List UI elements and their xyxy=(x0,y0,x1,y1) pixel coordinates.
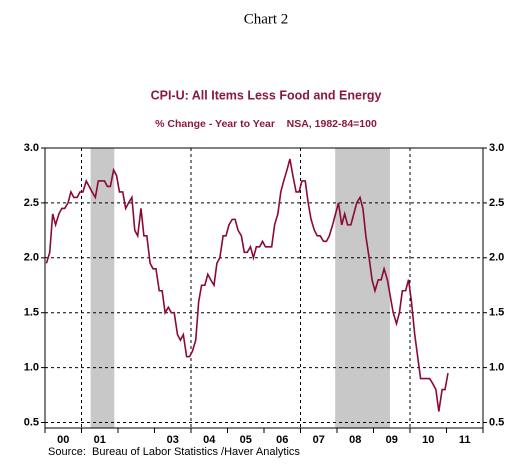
y2-tick-label: 1.5 xyxy=(489,307,504,319)
x-tick-label: 09 xyxy=(386,434,398,446)
y-tick-label: 1.0 xyxy=(24,362,39,374)
data-line xyxy=(45,158,449,412)
x-tick-label: 06 xyxy=(276,434,288,446)
y2-tick-label: 3.0 xyxy=(489,142,504,154)
recession-band xyxy=(335,148,390,428)
x-tick-label: 05 xyxy=(240,434,252,446)
x-tick-label: 08 xyxy=(349,434,361,446)
recession-band xyxy=(90,148,115,428)
y2-tick-label: 0.5 xyxy=(489,416,504,428)
x-tick-label: 03 xyxy=(167,434,179,446)
y-tick-label: 3.0 xyxy=(24,142,39,154)
plot-frame xyxy=(44,147,484,429)
x-tick-label: 10 xyxy=(422,434,434,446)
x-tick-label: 04 xyxy=(203,434,216,446)
y2-tick-label: 2.5 xyxy=(489,197,504,209)
y-tick-label: 2.0 xyxy=(24,252,39,264)
chart-header: Chart 2 xyxy=(244,11,289,27)
y2-tick-label: 1.0 xyxy=(489,362,504,374)
y-tick-label: 1.5 xyxy=(24,307,39,319)
x-tick-label: 01 xyxy=(94,434,106,446)
x-tick-label: 00 xyxy=(57,434,69,446)
y-tick-label: 0.5 xyxy=(24,416,39,428)
x-tick-label: 07 xyxy=(313,434,325,446)
chart-subtitle: % Change - Year to Year NSA, 1982-84=100 xyxy=(155,118,377,130)
chart-title: CPI-U: All Items Less Food and Energy xyxy=(151,88,382,102)
source-note: Source: Bureau of Labor Statistics /Have… xyxy=(48,446,300,458)
y-tick-label: 2.5 xyxy=(24,197,39,209)
x-tick-label: 11 xyxy=(459,434,471,446)
y2-tick-label: 2.0 xyxy=(489,252,504,264)
